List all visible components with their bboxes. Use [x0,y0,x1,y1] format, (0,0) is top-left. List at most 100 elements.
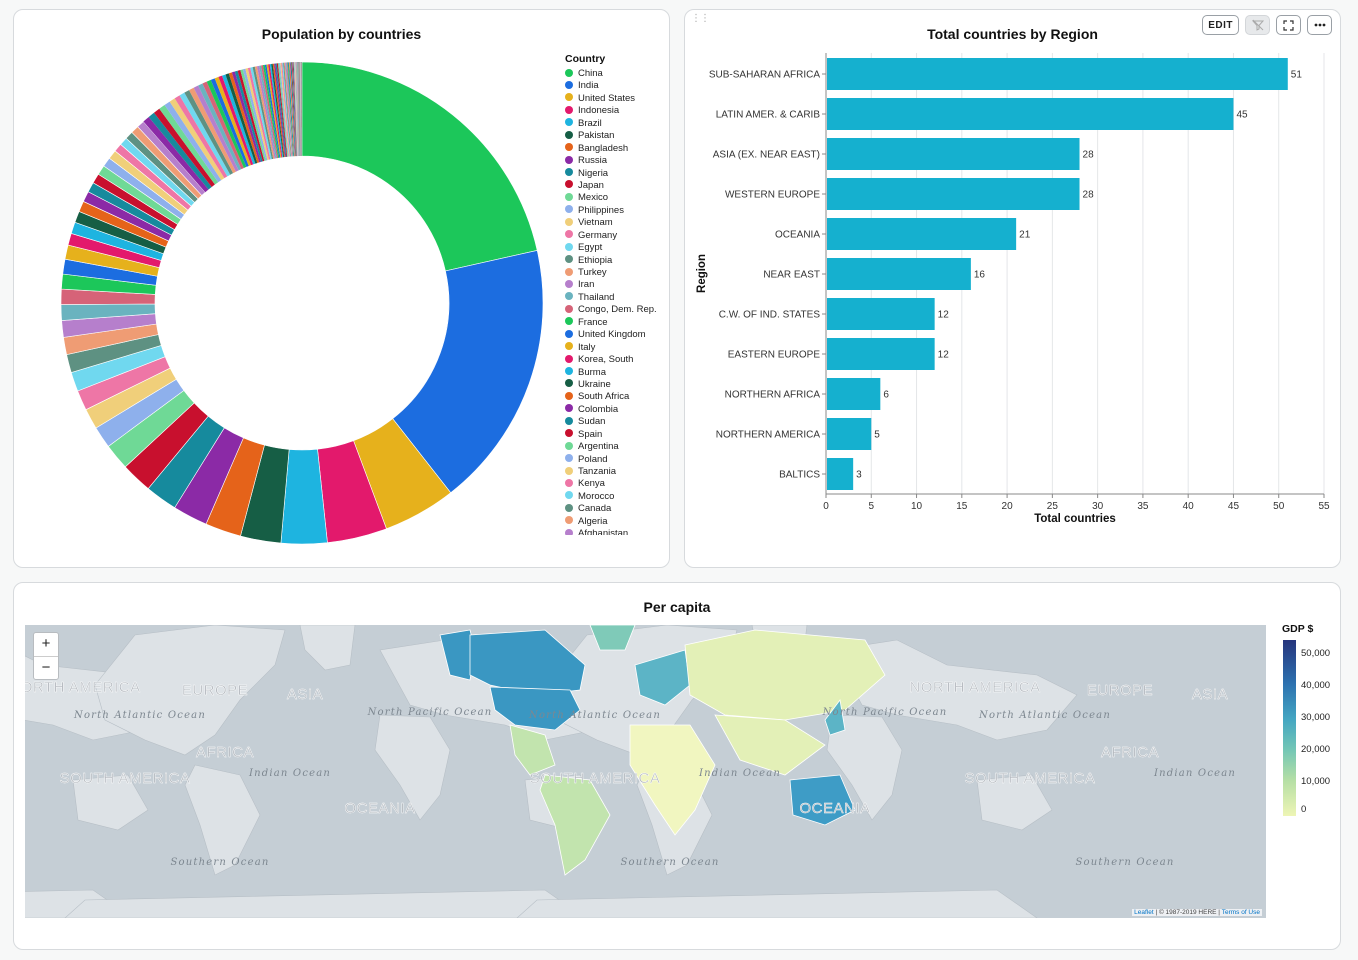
donut-slice-other[interactable] [159,105,219,185]
donut-slice-other[interactable] [279,62,289,157]
legend-item[interactable]: China [565,68,669,80]
bar[interactable] [827,138,1080,170]
donut-slice-other[interactable] [184,90,234,175]
more-options-button[interactable] [1307,15,1332,35]
donut-slice-other[interactable] [143,116,209,193]
bar[interactable] [827,458,854,490]
donut-slice-other[interactable] [240,69,266,161]
cross-filter-button[interactable] [1245,15,1270,35]
country-united-states[interactable] [489,686,581,731]
donut-slice[interactable] [301,61,538,272]
legend-item[interactable]: Iran [565,279,669,291]
donut-slice-other[interactable] [290,62,296,157]
bar[interactable] [827,218,1017,250]
donut-slice-other[interactable] [231,71,262,163]
terms-link[interactable]: Terms of Use [1221,909,1260,916]
donut-slice-other[interactable] [298,62,300,157]
legend-item[interactable]: Sudan [565,416,669,428]
map-canvas[interactable]: NORTH AMERICA EUROPE ASIA NORTH AMERICA EURO… [25,625,1266,918]
legend-item[interactable]: Spain [565,429,669,441]
donut-slice-other[interactable] [259,65,278,159]
bar[interactable] [827,298,935,330]
donut-slice-other[interactable] [281,62,290,157]
donut-slice-other[interactable] [287,62,294,157]
donut-slice-other[interactable] [297,62,300,157]
donut-slice-other[interactable] [169,98,225,181]
donut-slice-other[interactable] [252,66,274,160]
drag-handle-icon[interactable]: ⋮⋮ [691,13,710,24]
country-russia[interactable] [684,629,886,721]
donut-slice-other[interactable] [291,62,296,157]
country-western-europe[interactable] [634,649,691,706]
donut-slice-other[interactable] [214,76,252,166]
donut-slice-other[interactable] [299,62,301,157]
legend-item[interactable]: South Africa [565,391,669,403]
legend-item[interactable]: Argentina [565,441,669,453]
donut-slice-other[interactable] [264,64,281,158]
donut-slice-other[interactable] [210,78,249,167]
donut-slice-other[interactable] [300,62,302,157]
donut-slice-other[interactable] [298,62,300,157]
donut-slice-other[interactable] [174,95,228,179]
legend-item[interactable]: France [565,317,669,329]
country-australia[interactable] [789,774,856,826]
legend-item[interactable]: United Kingdom [565,329,669,341]
legend-item[interactable]: Russia [565,155,669,167]
choropleth-map[interactable]: NORTH AMERICA EUROPE ASIA NORTH AMERICA EURO… [25,625,1266,918]
legend-item[interactable]: Burma [565,367,669,379]
donut-slice-other[interactable] [254,66,275,159]
donut-slice-other[interactable] [179,92,231,177]
donut-slice-other[interactable] [296,62,299,157]
donut-slice-other[interactable] [276,63,288,157]
legend-item[interactable]: United States [565,93,669,105]
donut-slice-other[interactable] [189,87,236,174]
donut-slice[interactable] [137,121,206,196]
donut-slice-other[interactable] [275,63,287,157]
legend-item[interactable]: Afghanistan [565,528,669,535]
donut-slice-other[interactable] [262,64,280,158]
donut-slice-other[interactable] [271,63,285,158]
donut-slice-other[interactable] [295,62,299,157]
donut-slice-other[interactable] [164,101,222,183]
donut-slice-other[interactable] [228,72,260,163]
donut-slice-other[interactable] [234,70,263,162]
donut-slice-other[interactable] [272,63,285,158]
donut-slice-other[interactable] [297,62,300,157]
donut-slice-other[interactable] [292,62,297,157]
donut-slice-other[interactable] [261,65,279,159]
donut-slice-other[interactable] [282,62,291,157]
donut-slice-other[interactable] [297,62,300,157]
donut-slice-other[interactable] [300,62,301,157]
country-japan[interactable] [824,699,846,736]
zoom-in-button[interactable]: + [41,635,51,652]
legend-item[interactable]: Poland [565,454,669,466]
legend-item[interactable]: Algeria [565,516,669,528]
donut-slice-other[interactable] [293,62,298,157]
donut-slice-other[interactable] [206,79,247,168]
country-mexico[interactable] [509,724,556,776]
country-greenland[interactable] [589,625,636,651]
edit-button[interactable]: EDIT [1202,15,1239,35]
bar[interactable] [827,98,1234,130]
legend-item[interactable]: Brazil [565,118,669,130]
legend-item[interactable]: Mexico [565,192,669,204]
country-africa[interactable] [629,724,716,836]
legend-item[interactable]: Italy [565,342,669,354]
donut-slice-other[interactable] [250,67,272,160]
legend-item[interactable]: Pakistan [565,130,669,142]
donut-slice-other[interactable] [289,62,295,157]
donut-slice-other[interactable] [283,62,292,157]
legend-item[interactable]: Kenya [565,478,669,490]
zoom-out-button[interactable]: − [34,656,58,679]
legend-item[interactable]: Ethiopia [565,255,669,267]
legend-item[interactable]: Nigeria [565,168,669,180]
donut-slice-other[interactable] [285,62,293,157]
legend-item[interactable]: Korea, South [565,354,669,366]
donut-slice-other[interactable] [148,112,212,190]
donut-slice-other[interactable] [299,62,301,157]
legend-item[interactable]: India [565,80,669,92]
donut-slice-other[interactable] [300,62,301,157]
country-brazil-region[interactable] [539,774,611,876]
donut-slice-other[interactable] [300,62,302,157]
donut-slice-other[interactable] [280,62,290,157]
